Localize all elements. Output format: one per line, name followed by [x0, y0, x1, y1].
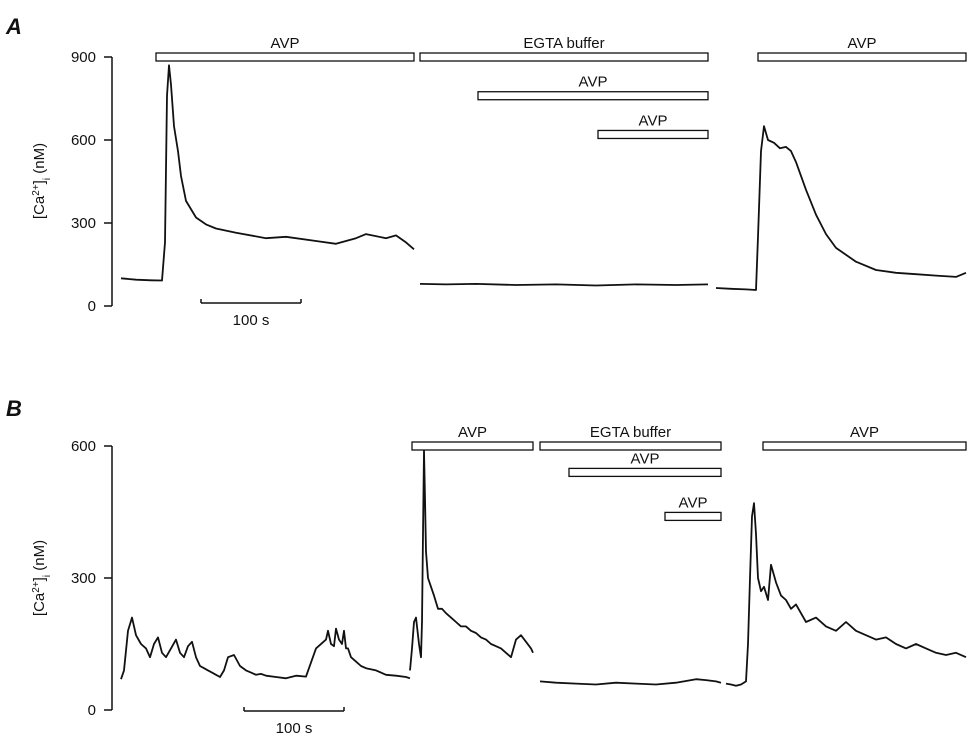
panel-b-stimulus-bar-label: EGTA buffer [590, 424, 671, 441]
panel-a-stimulus-bar [419, 52, 709, 62]
panel-a-y-label-sup: 2+ [31, 184, 42, 196]
panel-b-y-label-sub: i [42, 575, 53, 577]
panel-b-letter: B [6, 396, 22, 421]
panel-a-y-label-close: ] [31, 180, 48, 184]
panel-b-stimulus-bar [762, 441, 967, 451]
panel-b-trace-segment [409, 449, 534, 671]
panel-b-stimulus-bar-label: AVP [850, 424, 879, 441]
panel-a-letter: A [5, 14, 22, 39]
panel-a-trace-segment [120, 64, 415, 282]
panel-a-y-label-base: [Ca [31, 195, 48, 219]
panel-a-y-label-sub: i [42, 178, 53, 180]
panel-a-stimulus-bar [155, 52, 415, 62]
panel-b-stimulus-bar-label: AVP [631, 450, 660, 467]
panel-b-stimulus-bar-label: AVP [679, 494, 708, 511]
panel-a-y-axis-label: [Ca2+]i (nM) [31, 143, 53, 219]
panel-b-y-label-base: [Ca [31, 592, 48, 616]
panel-b-stimulus-bar [568, 467, 722, 478]
panel-b-y-tick-label: 300 [71, 570, 96, 587]
panel-b-y-axis-label: [Ca2+]i (nM) [31, 540, 53, 616]
panel-b-trace-segment [539, 678, 722, 686]
panel-a-y-tick-label: 300 [71, 215, 96, 232]
panel-b-stimulus-bar [539, 441, 722, 451]
panel-a-stimulus-bar [477, 91, 709, 101]
panel-a-stimulus-bar-label: AVP [271, 35, 300, 52]
panel-b-stimulus-bar-label: AVP [458, 424, 487, 441]
panel-a-trace-segment [715, 125, 967, 291]
panel-b-y-label-unit: (nM) [31, 540, 48, 575]
panel-b-y-label-sup: 2+ [31, 581, 42, 593]
panel-a-stimulus-bar-label: AVP [848, 35, 877, 52]
panel-a-stimulus-bar-label: AVP [639, 112, 668, 129]
panel-a: A [Ca2+]i (nM) 0 300 600 900 AVP EGTA buffer A… [5, 14, 967, 329]
panel-a-trace-segment [419, 283, 709, 287]
panel-b-trace-segment [725, 502, 967, 687]
panel-a-stimulus-bar [597, 129, 709, 140]
panel-b: B [Ca2+]i (nM) 0 300 600 AVP EGTA buffer AVP A… [6, 396, 967, 737]
panel-b-y-tick-label: 600 [71, 438, 96, 455]
panel-b-stimulus-bar [411, 441, 534, 451]
panel-a-scalebar-label: 100 s [233, 312, 270, 329]
panel-b-y-tick-label: 0 [88, 702, 96, 719]
panel-b-y-label-close: ] [31, 577, 48, 581]
panel-b-stimulus-bar [664, 511, 722, 522]
panel-a-stimulus-bar-label: AVP [579, 74, 608, 91]
panel-a-y-tick-label: 900 [71, 49, 96, 66]
panel-b-trace-segment [120, 616, 411, 680]
panel-b-scalebar-label: 100 s [276, 720, 313, 737]
panel-a-stimulus-bar [757, 52, 967, 62]
panel-a-y-tick-label: 0 [88, 298, 96, 315]
panel-a-y-tick-label: 600 [71, 132, 96, 149]
panel-a-stimulus-bar-label: EGTA buffer [523, 35, 604, 52]
panel-a-y-label-unit: (nM) [31, 143, 48, 178]
